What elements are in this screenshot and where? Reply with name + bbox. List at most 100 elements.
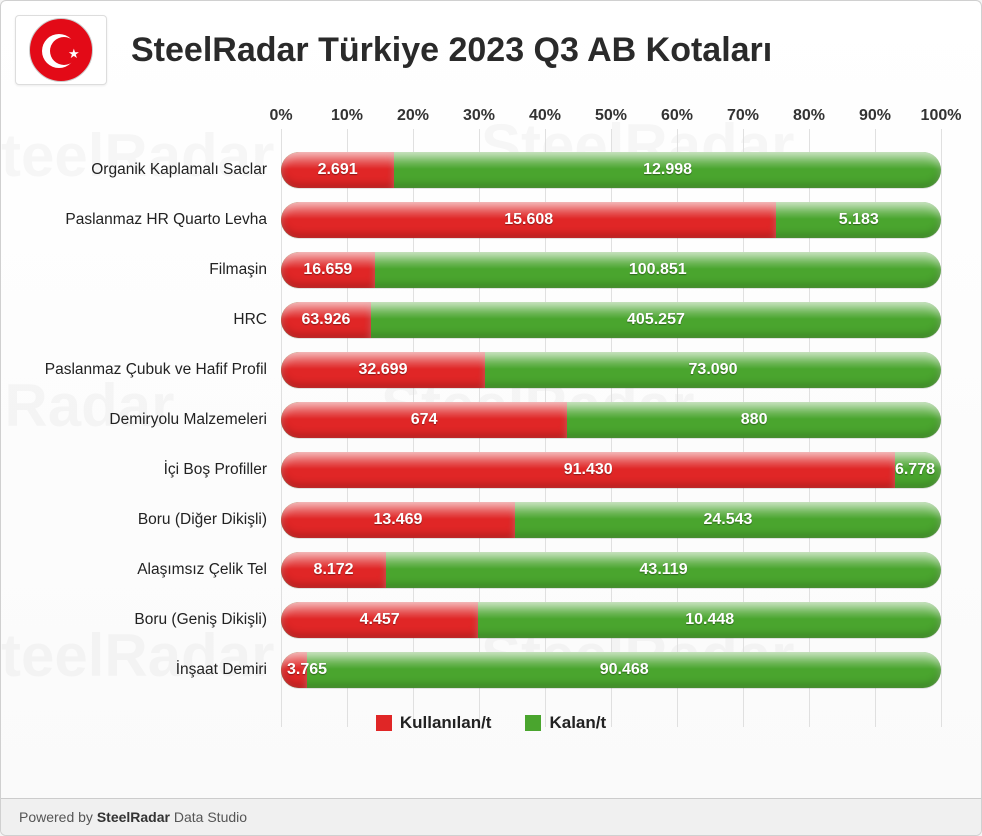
- bar-remaining: 674 880: [281, 402, 941, 438]
- bar-row: HRC 63.926 405.257: [41, 295, 941, 345]
- value-used: 674: [411, 411, 438, 429]
- bar-cell: 3.765 90.468: [281, 652, 941, 688]
- bar-row: Boru (Diğer Dikişli) 13.469 24.543: [41, 495, 941, 545]
- category-label: Boru (Diğer Dikişli): [41, 511, 281, 529]
- value-used: 3.765: [287, 661, 327, 679]
- bar-remaining: 3.765 90.468: [281, 652, 941, 688]
- category-label: Demiryolu Malzemeleri: [41, 411, 281, 429]
- bar-gloss: [281, 252, 941, 269]
- category-label: Organik Kaplamalı Saclar: [41, 161, 281, 179]
- bar-remaining: 15.608 5.183: [281, 202, 941, 238]
- value-used: 32.699: [359, 361, 408, 379]
- gridline: [941, 129, 942, 727]
- value-used: 8.172: [314, 561, 354, 579]
- value-remaining: 12.998: [643, 161, 692, 179]
- x-tick: 20%: [397, 107, 429, 125]
- value-remaining: 43.119: [640, 561, 688, 579]
- legend-label-remaining: Kalan/t: [549, 713, 606, 733]
- flag-container: ★: [15, 15, 107, 85]
- bar-remaining: 16.659 100.851: [281, 252, 941, 288]
- bar-row: İçi Boş Profiller 91.430 6.778: [41, 445, 941, 495]
- bar-cell: 2.691 12.998: [281, 152, 941, 188]
- bar-remaining: 8.172 43.119: [281, 552, 941, 588]
- footer-brand: SteelRadar: [97, 809, 170, 825]
- value-remaining: 24.543: [703, 511, 752, 529]
- value-remaining: 100.851: [629, 261, 687, 279]
- bar-row: Demiryolu Malzemeleri 674 880: [41, 395, 941, 445]
- bar-cell: 91.430 6.778: [281, 452, 941, 488]
- value-remaining: 880: [741, 411, 768, 429]
- x-tick: 80%: [793, 107, 825, 125]
- value-used: 63.926: [301, 311, 350, 329]
- x-tick: 40%: [529, 107, 561, 125]
- value-remaining: 10.448: [685, 611, 734, 629]
- bar-cell: 4.457 10.448: [281, 602, 941, 638]
- category-label: İçi Boş Profiller: [41, 461, 281, 479]
- chart-title: SteelRadar Türkiye 2023 Q3 AB Kotaları: [131, 31, 772, 70]
- bar-cell: 13.469 24.543: [281, 502, 941, 538]
- bar-cell: 16.659 100.851: [281, 252, 941, 288]
- bar-remaining: 13.469 24.543: [281, 502, 941, 538]
- category-label: Paslanmaz Çubuk ve Hafif Profil: [41, 361, 281, 379]
- footer-prefix: Powered by: [19, 809, 97, 825]
- category-label: HRC: [41, 311, 281, 329]
- legend: Kullanılan/t Kalan/t: [1, 713, 981, 733]
- x-tick: 100%: [921, 107, 962, 125]
- header: ★ SteelRadar Türkiye 2023 Q3 AB Kotaları: [1, 1, 981, 107]
- value-used: 91.430: [564, 461, 613, 479]
- bar-cell: 63.926 405.257: [281, 302, 941, 338]
- bar-row: Organik Kaplamalı Saclar 2.691 12.998: [41, 145, 941, 195]
- value-remaining: 405.257: [627, 311, 685, 329]
- bar-row: Paslanmaz HR Quarto Levha 15.608 5.183: [41, 195, 941, 245]
- bar-row: Alaşımsız Çelik Tel 8.172 43.119: [41, 545, 941, 595]
- bar-remaining: 32.699 73.090: [281, 352, 941, 388]
- value-remaining: 6.778: [895, 461, 935, 479]
- bar-row: İnşaat Demiri 3.765 90.468: [41, 645, 941, 695]
- value-used: 15.608: [504, 211, 553, 229]
- bar-cell: 8.172 43.119: [281, 552, 941, 588]
- bar-row: Boru (Geniş Dikişli) 4.457 10.448: [41, 595, 941, 645]
- footer-suffix: Data Studio: [170, 809, 247, 825]
- x-tick: 30%: [463, 107, 495, 125]
- category-label: Paslanmaz HR Quarto Levha: [41, 211, 281, 229]
- bar-row: Paslanmaz Çubuk ve Hafif Profil 32.699 73.…: [41, 345, 941, 395]
- x-tick: 60%: [661, 107, 693, 125]
- value-remaining: 90.468: [600, 661, 649, 679]
- category-label: Boru (Geniş Dikişli): [41, 611, 281, 629]
- category-label: İnşaat Demiri: [41, 661, 281, 679]
- chart-area: 0%10%20%30%40%50%60%70%80%90%100% Organi…: [41, 107, 941, 695]
- x-axis: 0%10%20%30%40%50%60%70%80%90%100%: [41, 107, 941, 137]
- bar-gloss: [281, 302, 941, 319]
- x-tick: 50%: [595, 107, 627, 125]
- bar-remaining: 4.457 10.448: [281, 602, 941, 638]
- value-used: 2.691: [318, 161, 358, 179]
- bar-rows: Organik Kaplamalı Saclar 2.691 12.998 Pasla…: [41, 145, 941, 695]
- flag-star-icon: ★: [68, 46, 80, 62]
- category-label: Alaşımsız Çelik Tel: [41, 561, 281, 579]
- x-axis-ticks: 0%10%20%30%40%50%60%70%80%90%100%: [281, 107, 941, 137]
- value-used: 4.457: [360, 611, 400, 629]
- value-used: 16.659: [303, 261, 352, 279]
- legend-item-remaining: Kalan/t: [525, 713, 606, 733]
- legend-label-used: Kullanılan/t: [400, 713, 492, 733]
- bar-cell: 32.699 73.090: [281, 352, 941, 388]
- x-tick: 90%: [859, 107, 891, 125]
- x-tick: 0%: [269, 107, 292, 125]
- bar-cell: 15.608 5.183: [281, 202, 941, 238]
- legend-swatch-used: [376, 715, 392, 731]
- x-tick: 70%: [727, 107, 759, 125]
- category-label: Filmaşin: [41, 261, 281, 279]
- value-remaining: 5.183: [839, 211, 879, 229]
- bar-remaining: 91.430 6.778: [281, 452, 941, 488]
- bar-cell: 674 880: [281, 402, 941, 438]
- value-used: 13.469: [373, 511, 422, 529]
- bar-remaining: 2.691 12.998: [281, 152, 941, 188]
- bar-row: Filmaşin 16.659 100.851: [41, 245, 941, 295]
- bar-remaining: 63.926 405.257: [281, 302, 941, 338]
- turkey-flag-icon: ★: [29, 18, 93, 82]
- footer: Powered by SteelRadar Data Studio: [1, 798, 981, 835]
- legend-swatch-remaining: [525, 715, 541, 731]
- chart-card: SteelRadar SteelRadar SteelRadar SteelRa…: [0, 0, 982, 836]
- value-remaining: 73.090: [689, 361, 738, 379]
- x-tick: 10%: [331, 107, 363, 125]
